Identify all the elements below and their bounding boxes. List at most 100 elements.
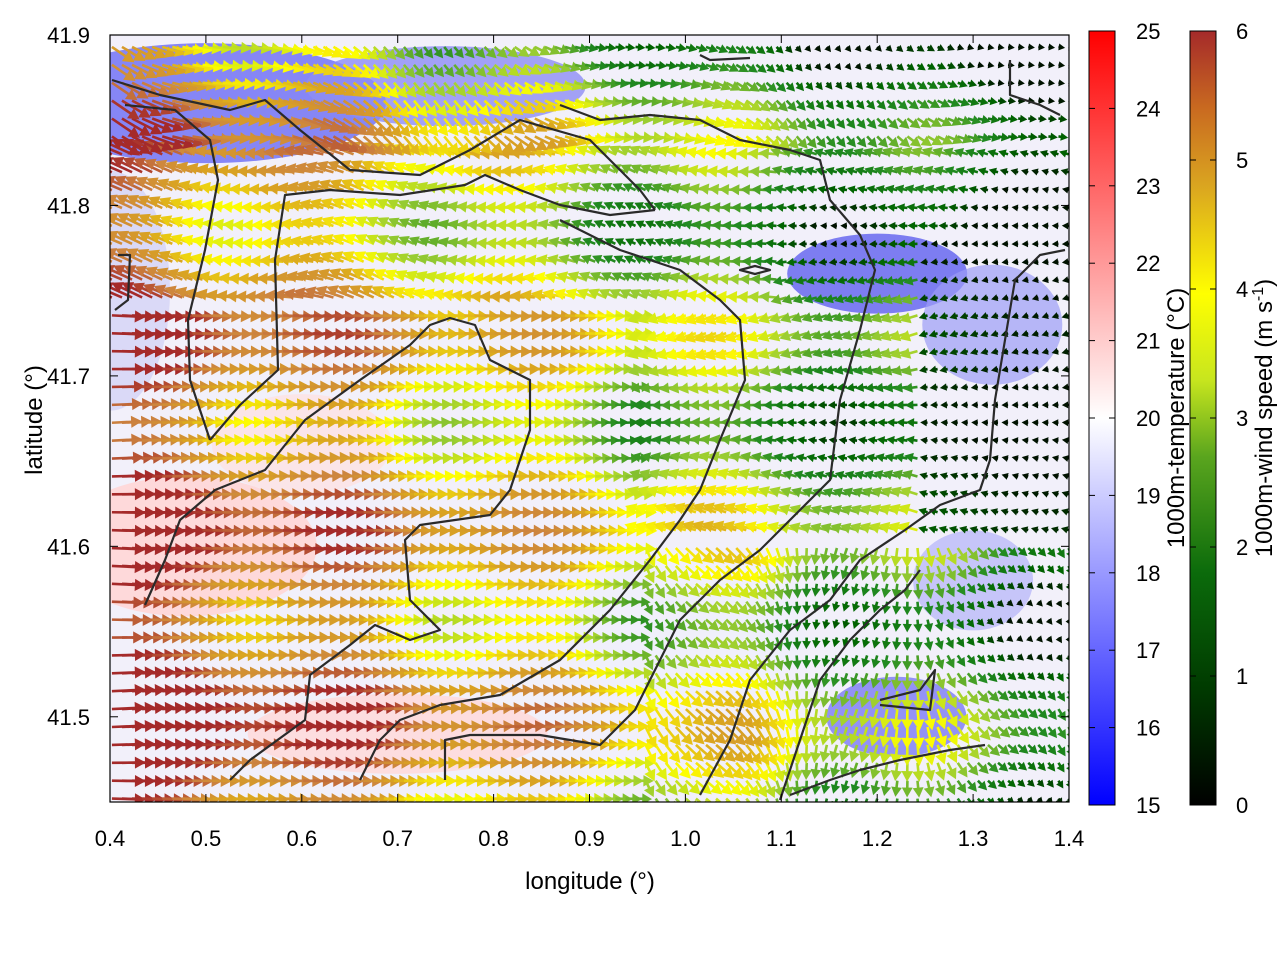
wind-vector bbox=[1068, 99, 1069, 105]
wind-vector bbox=[654, 672, 667, 690]
wind-vector bbox=[901, 780, 913, 798]
wind-vector bbox=[644, 726, 657, 749]
wind-vector bbox=[695, 708, 716, 726]
wind-vector bbox=[782, 690, 795, 711]
wind-vector bbox=[1068, 117, 1069, 120]
wind-vector bbox=[858, 708, 871, 728]
wind-vector bbox=[996, 635, 1004, 643]
wind-vector bbox=[745, 761, 761, 781]
wind-vector bbox=[1007, 672, 1017, 681]
wind-vector bbox=[819, 708, 831, 728]
wind-vector bbox=[644, 690, 656, 711]
wind-vector bbox=[654, 690, 668, 710]
wind-vector bbox=[715, 779, 733, 795]
wind-vector bbox=[800, 691, 813, 710]
wind-vector bbox=[923, 762, 936, 782]
wind-vector bbox=[684, 636, 699, 650]
wind-vector bbox=[801, 655, 812, 669]
wind-vector bbox=[1006, 635, 1014, 642]
wind-vector bbox=[654, 726, 669, 747]
wind-vector bbox=[695, 636, 710, 649]
wind-vector bbox=[1046, 762, 1056, 772]
x-tick-label: 0.8 bbox=[478, 826, 509, 851]
wind-vector bbox=[902, 655, 913, 671]
wind-vector bbox=[885, 798, 889, 802]
wind-vector bbox=[997, 708, 1011, 720]
wind-vector bbox=[782, 637, 793, 651]
wind-vector bbox=[1026, 635, 1034, 643]
wind-vector bbox=[976, 654, 986, 664]
wind-vector bbox=[810, 762, 822, 780]
wind-vector bbox=[674, 726, 693, 746]
wind-vector bbox=[966, 726, 981, 743]
colorbar-tick-label: 17 bbox=[1136, 638, 1160, 663]
wind-vector bbox=[684, 743, 704, 762]
wind-vector bbox=[674, 744, 693, 763]
wind-vector bbox=[773, 762, 786, 783]
wind-vector bbox=[869, 744, 881, 764]
wind-vector bbox=[926, 798, 930, 802]
wind-vector bbox=[755, 672, 768, 691]
wind-vector bbox=[654, 779, 666, 797]
wind-vector bbox=[912, 726, 925, 750]
wind-vector bbox=[997, 672, 1008, 682]
wind-vector bbox=[684, 761, 703, 779]
wind-vector bbox=[840, 780, 851, 794]
wind-vector bbox=[705, 672, 723, 688]
y-tick-label: 41.7 bbox=[47, 364, 90, 389]
wind-vector bbox=[946, 762, 957, 780]
wind-vector bbox=[934, 690, 947, 710]
wind-vector bbox=[1055, 654, 1063, 662]
wind-vector bbox=[882, 637, 891, 650]
wind-vector bbox=[765, 762, 777, 783]
wind-vector bbox=[861, 655, 871, 668]
colorbar-tick-label: 19 bbox=[1136, 483, 1160, 508]
temperature-patch bbox=[922, 264, 1063, 385]
wind-vector bbox=[840, 672, 851, 687]
colorbar-tick-label: 25 bbox=[1136, 19, 1160, 44]
wind-vector bbox=[1027, 761, 1037, 771]
wind-vector bbox=[868, 726, 881, 747]
wind-vector bbox=[987, 654, 996, 663]
wind-vector bbox=[635, 649, 653, 661]
wind-vector bbox=[841, 655, 851, 667]
wind-vector bbox=[891, 673, 902, 691]
wind-vector bbox=[735, 726, 755, 747]
wind-vector bbox=[852, 637, 861, 648]
wind-vector bbox=[795, 798, 799, 802]
wind-vector bbox=[879, 690, 892, 710]
wind-vector bbox=[765, 690, 777, 712]
wind-vector bbox=[654, 636, 664, 651]
wind-vector bbox=[879, 726, 892, 748]
wind-vector bbox=[890, 744, 903, 766]
wind-vector bbox=[635, 684, 657, 697]
wind-vector bbox=[764, 672, 776, 692]
wind-vector bbox=[934, 780, 946, 797]
wind-vector bbox=[997, 796, 1005, 802]
wind-vector bbox=[987, 708, 1001, 721]
wind-vector bbox=[890, 762, 903, 782]
wind-vector bbox=[1045, 796, 1053, 802]
wind-vector bbox=[644, 708, 657, 730]
wind-vector bbox=[715, 654, 732, 669]
wind-vector bbox=[1046, 672, 1055, 681]
wind-vector bbox=[912, 655, 924, 671]
x-tick-label: 1.3 bbox=[958, 826, 989, 851]
colorbar-tick-label: 3 bbox=[1236, 406, 1248, 431]
wind-vector bbox=[879, 744, 892, 765]
wind-vector bbox=[869, 762, 881, 780]
wind-vector bbox=[934, 654, 945, 670]
wind-vector bbox=[1055, 797, 1063, 802]
wind-vector bbox=[945, 654, 955, 669]
wind-vector bbox=[755, 797, 761, 802]
wind-vector bbox=[934, 637, 944, 651]
wind-vector bbox=[822, 637, 831, 648]
wind-vector bbox=[715, 618, 730, 632]
wind-vector bbox=[966, 761, 979, 776]
wind-vector bbox=[956, 762, 968, 778]
wind-vector bbox=[1037, 708, 1048, 720]
wind-vector bbox=[1037, 761, 1046, 771]
wind-vector bbox=[1066, 744, 1069, 754]
wind-vector bbox=[745, 618, 757, 633]
